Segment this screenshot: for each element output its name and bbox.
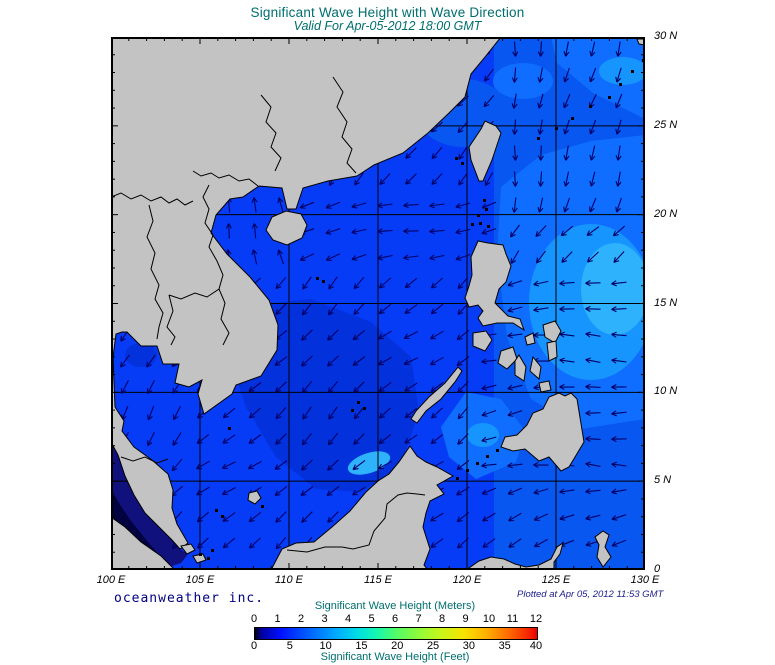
lon-tick-label: 115 E	[364, 574, 392, 586]
lon-tick-label: 120 E	[452, 574, 482, 586]
land-bohol	[538, 380, 552, 393]
lat-tick-label: 15 N	[654, 296, 678, 309]
oceanweather-logo-text: oceanweather inc.	[114, 591, 265, 606]
meters-tick-label: 0	[250, 613, 258, 625]
land-mindoro	[472, 330, 493, 352]
meters-tick-label: 5	[368, 613, 375, 625]
lat-tick-label: 10 N	[654, 385, 678, 398]
legend-meters-title: Significant Wave Height (Meters)	[314, 600, 476, 612]
map-subtitle: Valid For Apr-05-2012 18:00 GMT	[293, 19, 482, 33]
feet-tick-label: 25	[426, 640, 440, 652]
land-taiwan	[468, 120, 502, 182]
map-frame	[111, 37, 645, 570]
small-island-specks	[199, 59, 645, 560]
meters-tick-label: 11	[506, 613, 519, 625]
land-mindanao	[500, 392, 585, 472]
land-negros	[514, 354, 527, 382]
land-layer	[111, 37, 645, 570]
lat-tick-label: 20 N	[654, 207, 678, 220]
land-borneo	[270, 445, 455, 570]
meters-tick-label: 7	[415, 613, 422, 625]
meters-tick-label: 10	[482, 613, 496, 625]
country-borders	[111, 76, 426, 553]
feet-tick-label: 10	[319, 640, 332, 652]
meters-tick-label: 1	[274, 613, 281, 625]
lon-tick-label: 110 E	[275, 574, 303, 586]
feet-tick-label: 40	[529, 640, 543, 652]
legend-feet-title: Significant Wave Height (Feet)	[320, 651, 470, 663]
wave-height-map	[111, 37, 645, 570]
lon-tick-label: 100 E	[96, 574, 126, 586]
land-luzon	[464, 240, 525, 332]
land-masbate	[524, 332, 536, 346]
land-samar	[542, 320, 562, 344]
meters-tick-label: 3	[321, 613, 328, 625]
land-panay	[497, 346, 518, 370]
lon-tick-label: 130 E	[630, 574, 660, 586]
feet-tick-label: 5	[286, 640, 293, 652]
meters-tick-label: 6	[391, 613, 399, 625]
land-riau-1	[180, 543, 196, 555]
land-palawan	[410, 366, 463, 424]
feet-tick-label: 35	[498, 640, 511, 652]
meters-tick-label: 9	[462, 613, 469, 625]
lat-tick-label: 5 N	[654, 474, 672, 487]
lat-tick-label: 25 N	[654, 118, 678, 131]
feet-tick-label: 20	[391, 640, 404, 652]
land-sumatra	[111, 516, 176, 570]
lat-tick-label: 30 N	[654, 30, 678, 42]
meters-tick-label: 8	[438, 613, 446, 625]
land-leyte	[546, 340, 558, 362]
land-hainan	[265, 210, 308, 246]
land-asia-mainland	[111, 37, 502, 550]
plotted-timestamp: Plotted at Apr 05, 2012 11:53 GMT	[517, 589, 664, 600]
wave-height-colorbar	[254, 627, 538, 640]
meters-tick-label: 2	[297, 613, 305, 625]
land-sulawesi	[465, 541, 564, 570]
land-cebu	[529, 355, 542, 380]
meters-tick-label: 4	[344, 613, 352, 625]
lat-tick-label: 0	[654, 563, 661, 575]
lon-tick-label: 105 E	[185, 574, 215, 586]
lon-tick-label: 125 E	[541, 574, 571, 586]
meters-tick-label: 12	[529, 613, 543, 625]
feet-tick-label: 30	[462, 640, 475, 652]
land-halmahera	[594, 530, 612, 568]
land-natuna	[247, 490, 262, 505]
feet-tick-label: 0	[250, 640, 258, 652]
feet-tick-label: 15	[355, 640, 368, 652]
map-title: Significant Wave Height with Wave Direct…	[250, 5, 525, 20]
